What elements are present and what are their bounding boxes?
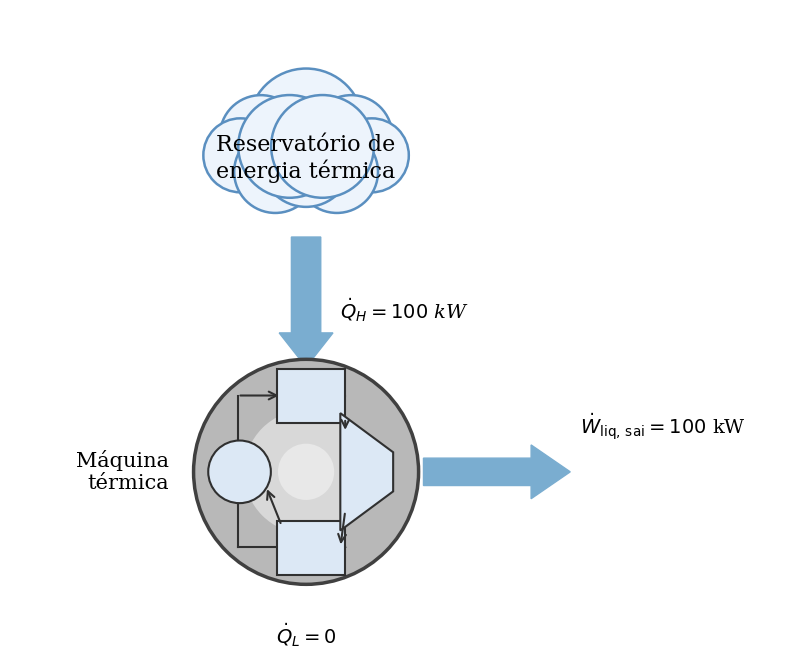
- Circle shape: [278, 444, 334, 500]
- Text: $\dot{Q}_L = 0$: $\dot{Q}_L = 0$: [276, 622, 336, 649]
- Text: Máquina
térmica: Máquina térmica: [76, 450, 169, 493]
- Bar: [277, 369, 345, 423]
- FancyArrow shape: [279, 237, 333, 367]
- Circle shape: [208, 440, 271, 503]
- Text: $\dot{W}_{\mathrm{liq,\,sai}} = 100$ kW: $\dot{W}_{\mathrm{liq,\,sai}} = 100$ kW: [580, 412, 746, 444]
- Text: $\dot{Q}_H = 100$ kW: $\dot{Q}_H = 100$ kW: [340, 296, 469, 324]
- Text: Reservatório de
energia térmica: Reservatório de energia térmica: [217, 134, 396, 183]
- Polygon shape: [340, 413, 393, 531]
- FancyArrow shape: [423, 445, 571, 499]
- Circle shape: [194, 359, 418, 584]
- Bar: [277, 521, 345, 574]
- Circle shape: [244, 410, 368, 534]
